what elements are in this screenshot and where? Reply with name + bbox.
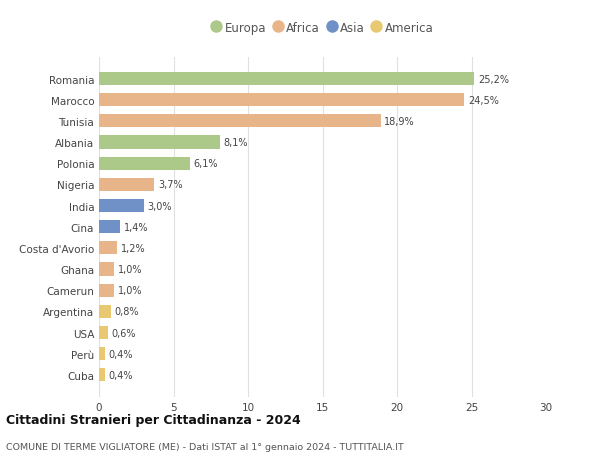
Text: 0,8%: 0,8% xyxy=(115,307,139,317)
Text: 1,4%: 1,4% xyxy=(124,222,148,232)
Bar xyxy=(99,263,114,276)
Text: 1,0%: 1,0% xyxy=(118,285,142,296)
Bar xyxy=(99,115,380,128)
Bar xyxy=(99,179,154,191)
Bar xyxy=(99,369,105,381)
Text: 25,2%: 25,2% xyxy=(478,74,509,84)
Bar xyxy=(99,73,475,86)
Text: 3,0%: 3,0% xyxy=(148,201,172,211)
Bar xyxy=(99,242,117,255)
Legend: Europa, Africa, Asia, America: Europa, Africa, Asia, America xyxy=(209,19,436,37)
Bar xyxy=(99,157,190,170)
Bar xyxy=(99,136,220,149)
Text: 0,4%: 0,4% xyxy=(109,349,133,359)
Text: 8,1%: 8,1% xyxy=(223,138,248,148)
Text: 0,4%: 0,4% xyxy=(109,370,133,380)
Text: Cittadini Stranieri per Cittadinanza - 2024: Cittadini Stranieri per Cittadinanza - 2… xyxy=(6,413,301,426)
Text: 6,1%: 6,1% xyxy=(194,159,218,169)
Text: 18,9%: 18,9% xyxy=(385,117,415,127)
Bar xyxy=(99,221,120,234)
Text: 3,7%: 3,7% xyxy=(158,180,182,190)
Text: COMUNE DI TERME VIGLIATORE (ME) - Dati ISTAT al 1° gennaio 2024 - TUTTITALIA.IT: COMUNE DI TERME VIGLIATORE (ME) - Dati I… xyxy=(6,442,404,451)
Text: 1,0%: 1,0% xyxy=(118,264,142,274)
Bar xyxy=(99,347,105,360)
Text: 24,5%: 24,5% xyxy=(468,95,499,106)
Text: 0,6%: 0,6% xyxy=(112,328,136,338)
Bar xyxy=(99,305,111,318)
Bar xyxy=(99,326,108,339)
Bar xyxy=(99,94,464,107)
Text: 1,2%: 1,2% xyxy=(121,243,145,253)
Bar xyxy=(99,284,114,297)
Bar xyxy=(99,200,144,213)
